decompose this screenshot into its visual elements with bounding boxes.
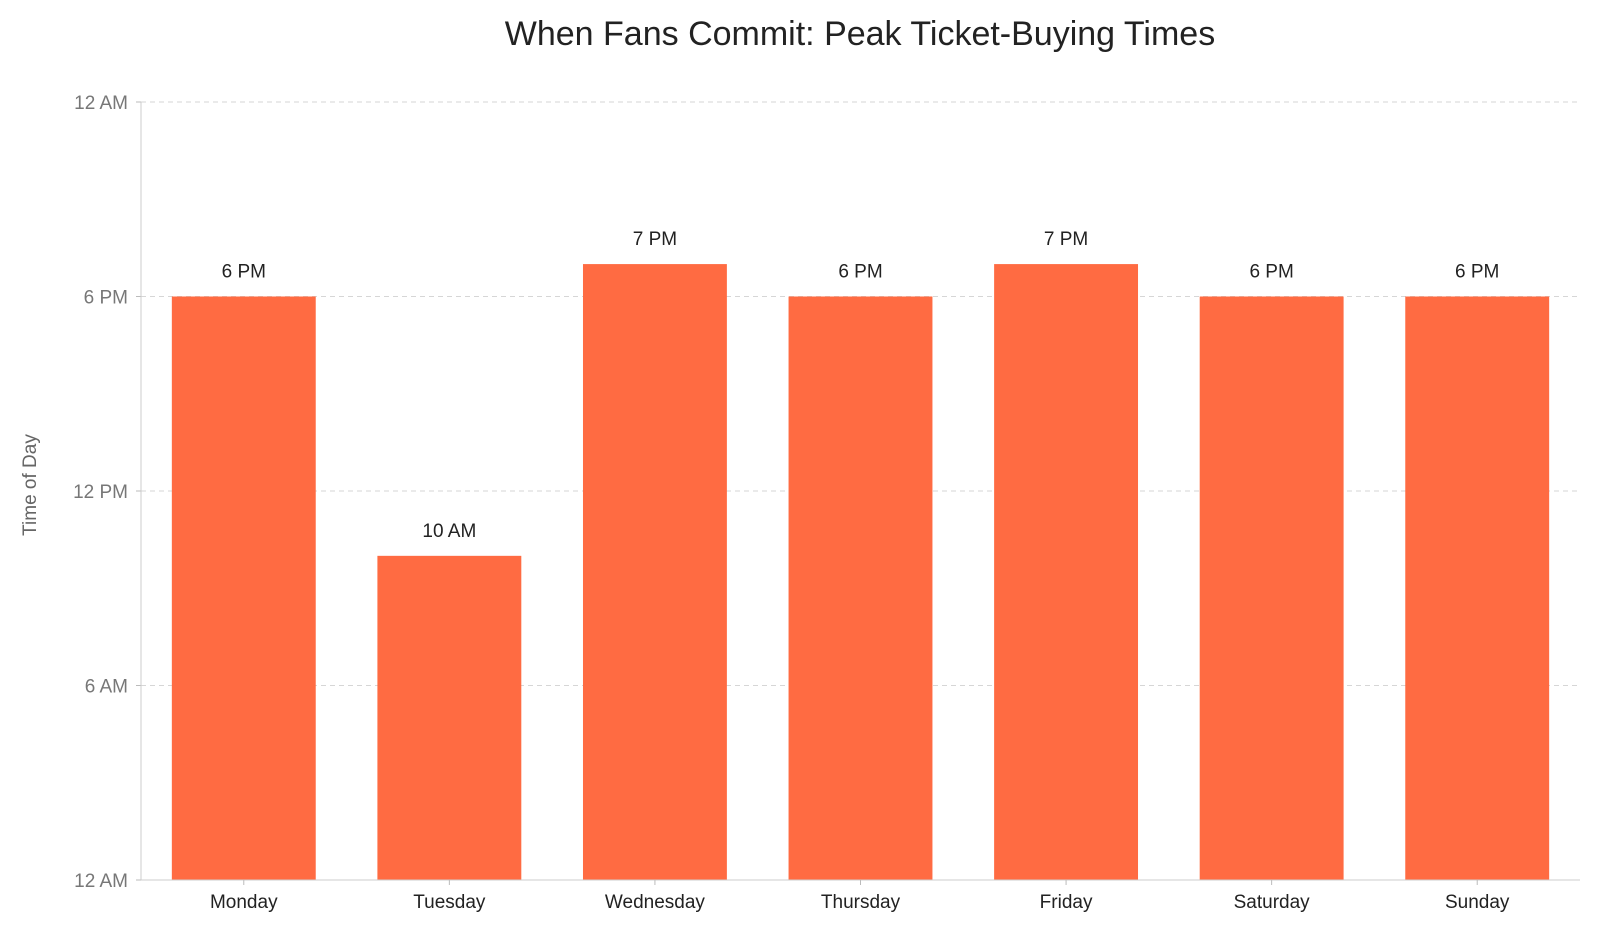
x-tick-label: Monday [210, 892, 278, 913]
y-tick-label: 6 AM [85, 677, 128, 698]
chart-title: When Fans Commit: Peak Ticket-Buying Tim… [505, 15, 1215, 53]
x-tick-label: Sunday [1445, 892, 1510, 913]
data-label: 6 PM [222, 262, 266, 283]
bar-monday [171, 296, 316, 880]
y-axis-title: Time of Day [20, 434, 41, 536]
data-label: 7 PM [1044, 229, 1088, 250]
x-tick-label: Thursday [821, 892, 901, 913]
bar-tuesday [377, 555, 522, 880]
labels: 12 AM 6 AM 12 PM 6 PM 12 AM Monday 6 PM Tuesday… [73, 93, 1510, 913]
y-tick-label: 12 AM [74, 93, 128, 114]
bar-saturday [1199, 296, 1344, 880]
bar-sunday [1405, 296, 1550, 880]
data-label: 6 PM [1455, 262, 1499, 283]
bars [171, 264, 1550, 880]
x-tick-label: Wednesday [605, 892, 705, 913]
y-tick-label: 6 PM [84, 288, 128, 309]
x-tick-label: Tuesday [413, 892, 486, 913]
x-tick-label: Friday [1040, 892, 1093, 913]
y-tick-label: 12 AM [74, 871, 128, 892]
bar-friday [994, 264, 1139, 880]
data-label: 7 PM [633, 229, 677, 250]
data-label: 10 AM [422, 521, 476, 542]
bar-thursday [788, 296, 933, 880]
x-tick-label: Saturday [1234, 892, 1311, 913]
data-label: 6 PM [838, 262, 882, 283]
y-tick-label: 12 PM [73, 482, 128, 503]
axes [136, 101, 1580, 885]
data-label: 6 PM [1249, 262, 1293, 283]
bar-wednesday [582, 264, 727, 880]
